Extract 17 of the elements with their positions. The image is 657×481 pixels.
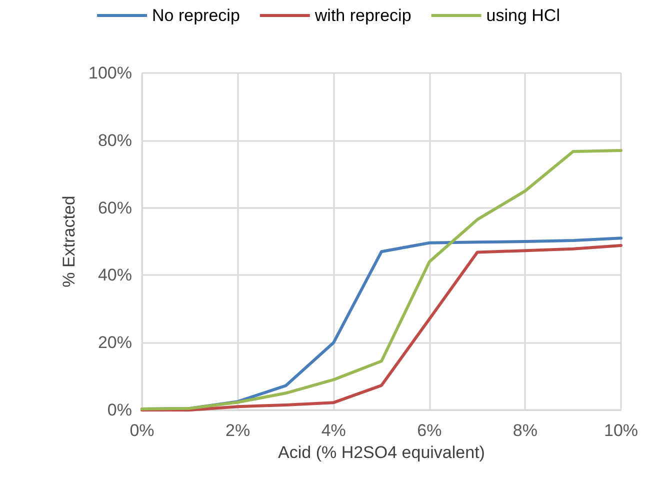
y-tick-label: 100% [88,64,132,82]
y-tick-label: 20% [98,333,132,352]
x-tick-label: 0% [130,421,154,440]
x-tick-label: 6% [417,421,442,440]
x-tick-label: 8% [512,421,538,440]
legend-label: using HCl [486,6,560,25]
x-tick-label: 4% [321,421,346,440]
y-tick-label: 60% [98,198,132,218]
legend-label: No reprecip [152,6,240,25]
x-tick-label: 2% [226,421,250,440]
legend-label: with reprecip [314,6,412,25]
y-axis-title: % Extracted [60,196,79,288]
y-tick-label: 80% [98,130,132,150]
y-tick-label: 0% [107,400,132,420]
y-tick-label: 40% [98,266,132,285]
x-axis-title: Acid (% H2SO4 equivalent) [278,442,485,462]
x-tick-label: 10% [604,421,638,440]
